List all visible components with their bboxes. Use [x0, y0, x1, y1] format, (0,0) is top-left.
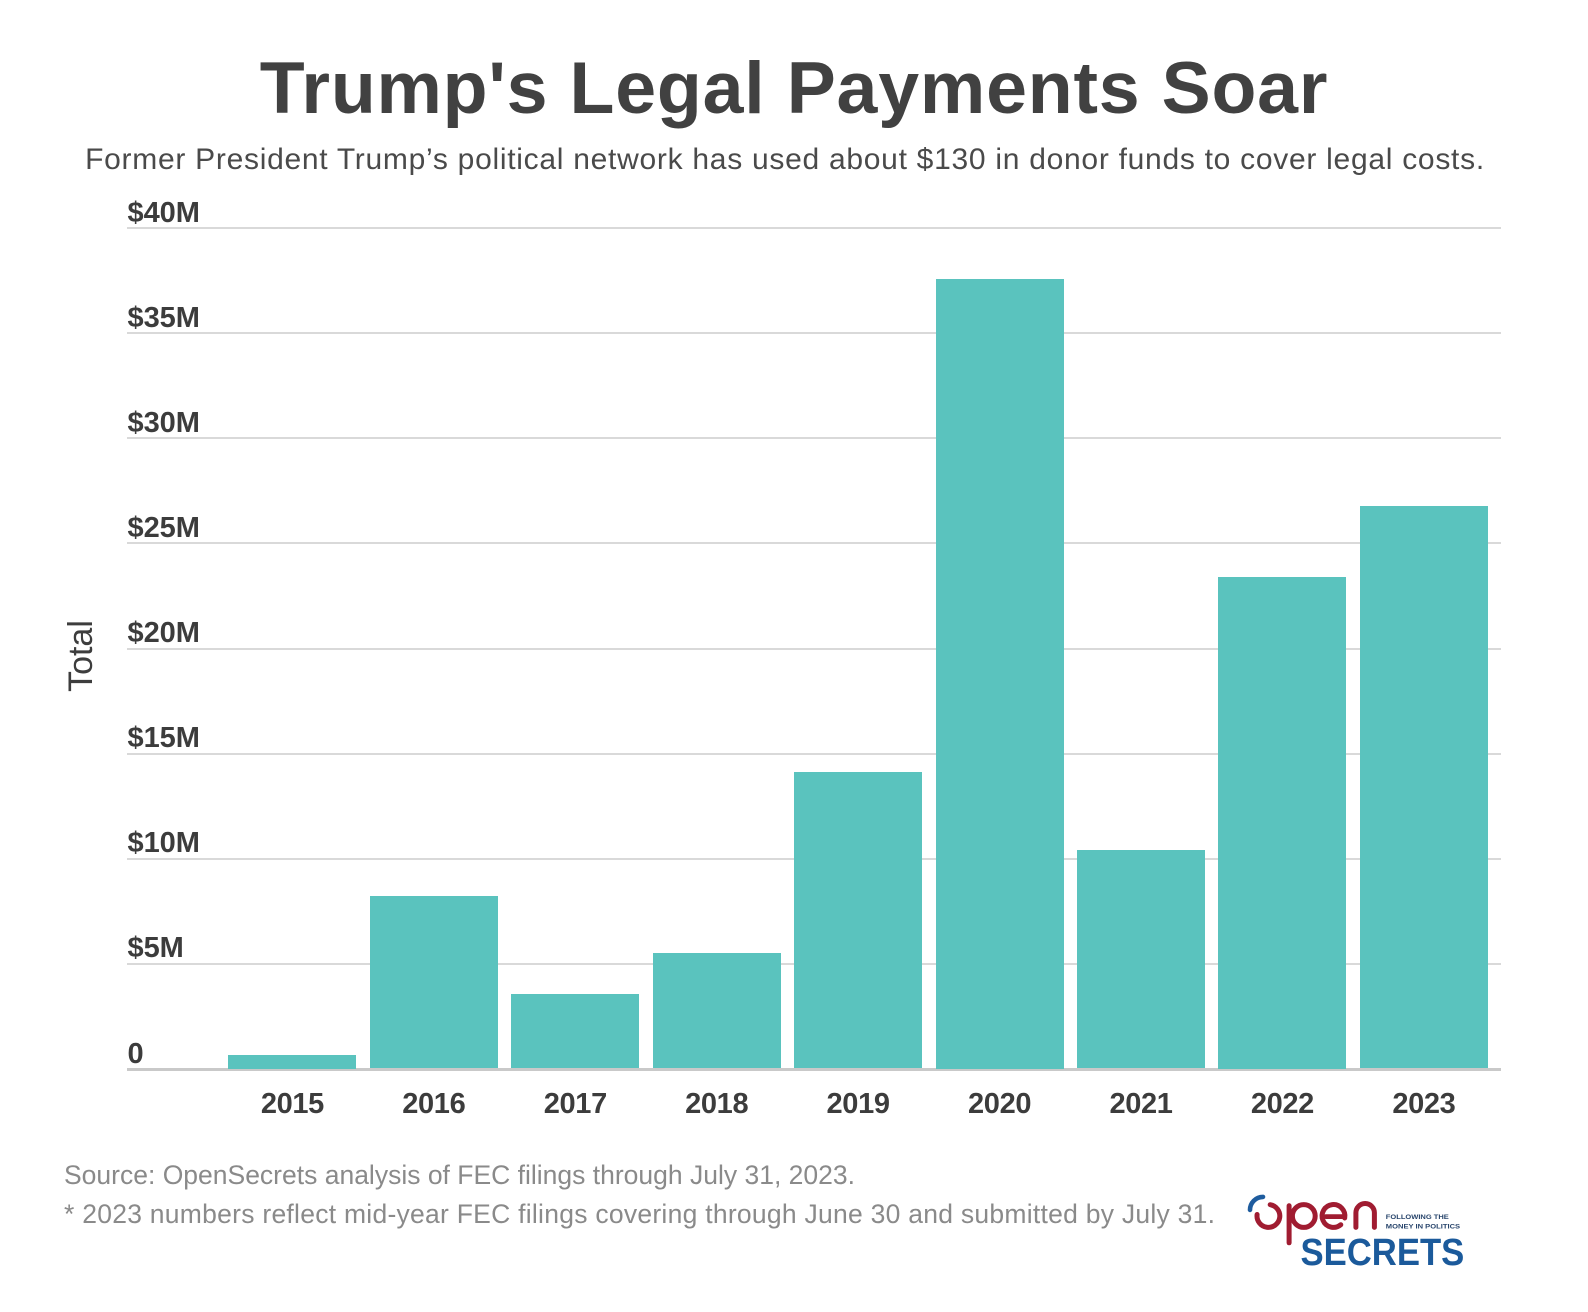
svg-text:FOLLOWING THE: FOLLOWING THE — [1386, 1214, 1450, 1221]
svg-text:SECRETS: SECRETS — [1301, 1231, 1465, 1273]
svg-text:MONEY IN POLITICS: MONEY IN POLITICS — [1386, 1224, 1461, 1231]
